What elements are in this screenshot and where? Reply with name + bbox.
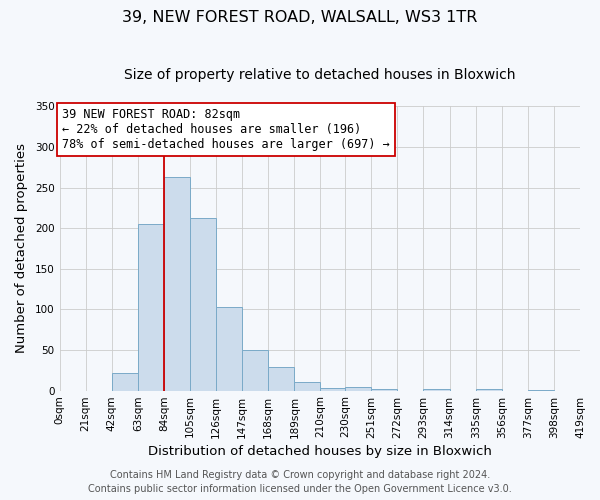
Bar xyxy=(295,382,320,390)
Bar xyxy=(138,224,164,390)
Bar xyxy=(112,372,138,390)
Text: Contains HM Land Registry data © Crown copyright and database right 2024.
Contai: Contains HM Land Registry data © Crown c… xyxy=(88,470,512,494)
Text: 39 NEW FOREST ROAD: 82sqm
← 22% of detached houses are smaller (196)
78% of semi: 39 NEW FOREST ROAD: 82sqm ← 22% of detac… xyxy=(62,108,390,151)
Bar xyxy=(371,389,397,390)
Bar xyxy=(268,367,295,390)
Bar xyxy=(320,388,345,390)
Y-axis label: Number of detached properties: Number of detached properties xyxy=(15,144,28,354)
Bar xyxy=(190,218,216,390)
Bar xyxy=(216,307,242,390)
X-axis label: Distribution of detached houses by size in Bloxwich: Distribution of detached houses by size … xyxy=(148,444,492,458)
Title: Size of property relative to detached houses in Bloxwich: Size of property relative to detached ho… xyxy=(124,68,515,82)
Bar xyxy=(164,177,190,390)
Bar xyxy=(424,389,449,390)
Bar xyxy=(476,389,502,390)
Bar xyxy=(345,386,371,390)
Text: 39, NEW FOREST ROAD, WALSALL, WS3 1TR: 39, NEW FOREST ROAD, WALSALL, WS3 1TR xyxy=(122,10,478,25)
Bar xyxy=(242,350,268,391)
